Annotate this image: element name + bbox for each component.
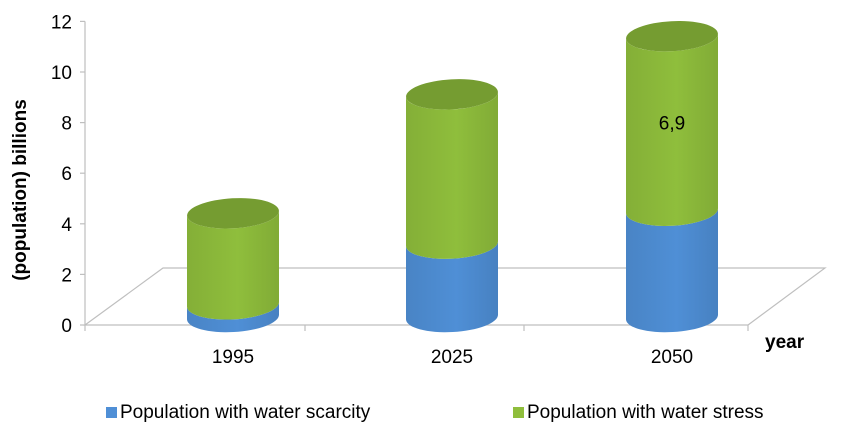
data-label: 6,9 <box>659 113 685 134</box>
y-tick-label: 10 <box>51 63 72 84</box>
floor-plane <box>83 267 827 326</box>
y-axis: 0 2 4 6 8 10 12 <box>51 12 86 337</box>
bar-top-1995 <box>187 198 279 229</box>
legend-label: Population with water stress <box>527 402 764 423</box>
bar-top-2025 <box>406 79 498 110</box>
y-tick-label: 6 <box>61 164 72 185</box>
y-tick-label: 2 <box>61 265 72 286</box>
bar-stress-2050 <box>626 33 719 226</box>
chart-floor <box>83 267 827 326</box>
y-tick-label: 12 <box>51 12 72 33</box>
legend-swatch <box>513 407 524 418</box>
x-tick-label: 1995 <box>212 347 254 368</box>
x-axis-label: year <box>765 332 805 353</box>
bar-scarcity-1995 <box>187 301 280 333</box>
bar-scarcity-2050 <box>626 208 719 333</box>
legend-label: Population with water scarcity <box>120 402 371 423</box>
y-tick-label: 0 <box>61 316 72 337</box>
legend-swatch <box>106 407 117 418</box>
bar-stress-2025 <box>406 91 499 259</box>
y-tick-label: 4 <box>61 215 72 236</box>
bar-top-2050 <box>626 20 718 52</box>
y-tick-label: 8 <box>61 114 72 135</box>
x-tick-label: 2050 <box>651 347 693 368</box>
x-tick-label: 2025 <box>431 347 473 368</box>
bar-stress-1995 <box>187 210 280 320</box>
y-axis-label: (population) billions <box>10 99 31 281</box>
bar-scarcity-2025 <box>406 241 499 333</box>
legend: Population with water scarcity Population… <box>106 402 764 423</box>
x-axis: 1995 2025 2050 <box>84 325 749 368</box>
bars: 6,9 <box>187 20 719 333</box>
